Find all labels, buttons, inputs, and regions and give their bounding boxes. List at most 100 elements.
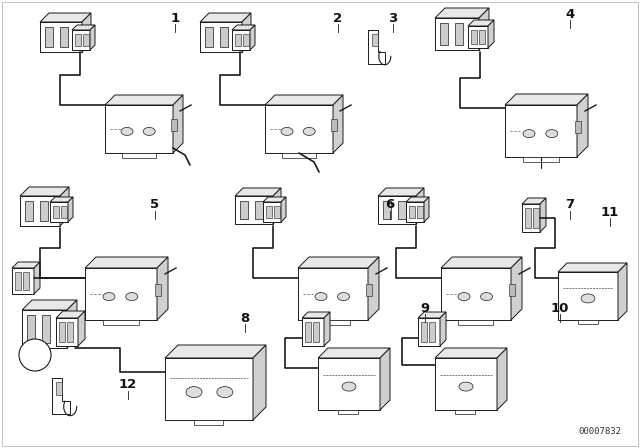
- Bar: [265, 105, 333, 153]
- Bar: [406, 202, 424, 222]
- Bar: [558, 272, 618, 320]
- Polygon shape: [488, 20, 494, 48]
- Polygon shape: [522, 198, 546, 204]
- Polygon shape: [378, 188, 424, 196]
- Bar: [435, 358, 497, 410]
- Polygon shape: [250, 25, 255, 50]
- Bar: [200, 22, 242, 52]
- Bar: [435, 18, 479, 50]
- Polygon shape: [505, 94, 588, 105]
- Ellipse shape: [546, 129, 558, 138]
- Bar: [315, 320, 350, 325]
- Bar: [331, 120, 337, 131]
- Bar: [56, 318, 78, 346]
- Polygon shape: [173, 95, 183, 153]
- Bar: [205, 27, 213, 47]
- Polygon shape: [20, 187, 69, 196]
- Polygon shape: [318, 348, 390, 358]
- Polygon shape: [511, 257, 522, 320]
- Text: 12: 12: [119, 379, 137, 392]
- Bar: [282, 153, 316, 158]
- Bar: [75, 34, 81, 46]
- Bar: [302, 318, 324, 346]
- Polygon shape: [497, 348, 507, 410]
- Polygon shape: [253, 345, 266, 420]
- Bar: [194, 420, 223, 425]
- Polygon shape: [12, 262, 40, 268]
- Polygon shape: [368, 257, 379, 320]
- Text: 10: 10: [551, 302, 569, 314]
- Bar: [458, 320, 493, 325]
- Bar: [263, 202, 281, 222]
- Polygon shape: [34, 262, 40, 294]
- Bar: [83, 34, 89, 46]
- Polygon shape: [540, 198, 546, 232]
- Polygon shape: [440, 312, 446, 346]
- Ellipse shape: [315, 293, 327, 301]
- Bar: [525, 208, 531, 228]
- Bar: [122, 153, 156, 158]
- Text: 11: 11: [601, 206, 619, 219]
- Bar: [103, 320, 139, 325]
- Text: 2: 2: [333, 12, 342, 25]
- Bar: [220, 27, 228, 47]
- Bar: [471, 30, 477, 44]
- Polygon shape: [72, 25, 95, 30]
- Polygon shape: [273, 188, 281, 224]
- Bar: [533, 208, 539, 228]
- Polygon shape: [90, 25, 95, 50]
- Polygon shape: [265, 95, 343, 105]
- Bar: [61, 206, 67, 218]
- Bar: [509, 284, 515, 296]
- Bar: [165, 358, 253, 420]
- Polygon shape: [577, 94, 588, 157]
- Bar: [60, 27, 68, 47]
- Ellipse shape: [481, 293, 493, 301]
- Polygon shape: [435, 348, 507, 358]
- Ellipse shape: [217, 387, 233, 398]
- Polygon shape: [416, 188, 424, 224]
- Polygon shape: [85, 257, 168, 268]
- Bar: [418, 318, 440, 346]
- Bar: [78, 30, 82, 42]
- Bar: [338, 410, 358, 414]
- Polygon shape: [22, 300, 77, 310]
- Ellipse shape: [458, 293, 470, 301]
- Bar: [238, 30, 242, 42]
- Polygon shape: [281, 197, 286, 222]
- Bar: [67, 322, 73, 342]
- Bar: [455, 410, 475, 414]
- Polygon shape: [406, 197, 429, 202]
- Bar: [59, 322, 65, 342]
- Text: 8: 8: [241, 311, 250, 324]
- Bar: [318, 358, 380, 410]
- Text: 6: 6: [385, 198, 395, 211]
- Bar: [313, 322, 319, 342]
- Polygon shape: [435, 8, 489, 18]
- Bar: [40, 201, 48, 221]
- Bar: [53, 206, 59, 218]
- Polygon shape: [52, 378, 70, 414]
- Ellipse shape: [459, 382, 473, 391]
- Bar: [578, 320, 598, 324]
- Polygon shape: [78, 311, 85, 346]
- Polygon shape: [479, 8, 489, 50]
- Bar: [105, 105, 173, 153]
- Polygon shape: [200, 13, 251, 22]
- Bar: [171, 120, 177, 131]
- Polygon shape: [40, 13, 91, 22]
- Ellipse shape: [126, 293, 138, 301]
- Ellipse shape: [523, 129, 535, 138]
- Polygon shape: [60, 187, 69, 226]
- Bar: [523, 157, 559, 162]
- Bar: [417, 206, 423, 218]
- Bar: [522, 204, 540, 232]
- Polygon shape: [67, 300, 77, 348]
- Bar: [412, 204, 416, 216]
- Polygon shape: [333, 95, 343, 153]
- Bar: [398, 201, 406, 219]
- Polygon shape: [82, 13, 91, 52]
- Bar: [441, 268, 511, 320]
- Bar: [72, 30, 90, 50]
- Bar: [505, 105, 577, 157]
